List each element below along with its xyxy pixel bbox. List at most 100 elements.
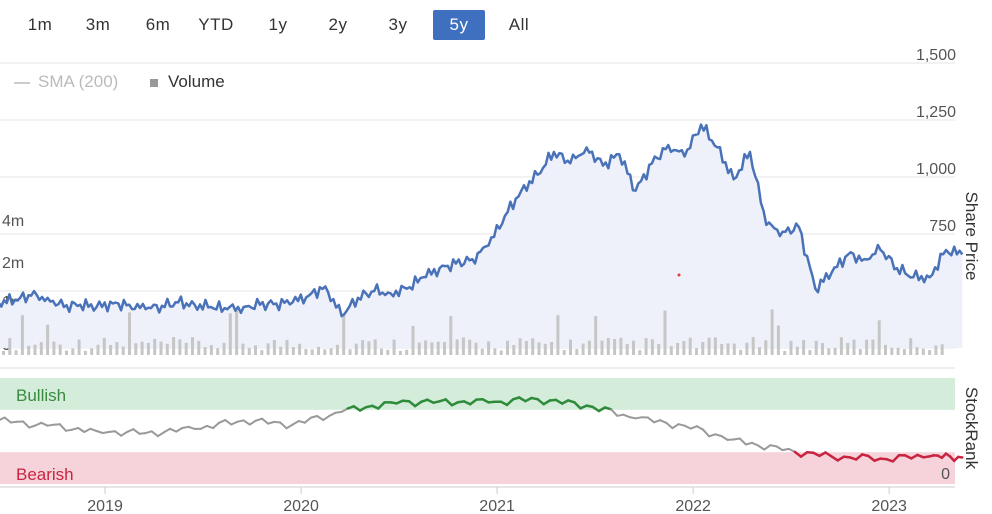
stockrank-line-segment <box>34 421 43 427</box>
stockrank-line-segment <box>52 423 61 426</box>
stockrank-line-segment <box>236 419 245 423</box>
volume-bar <box>921 348 925 355</box>
stockrank-line-segment <box>303 416 312 424</box>
stockrank-line-segment <box>224 419 233 426</box>
stockrank-line-segment <box>610 408 619 417</box>
volume-tick-label: 4m <box>2 213 24 230</box>
volume-bar <box>619 337 623 355</box>
volume-bar <box>373 339 377 355</box>
stockrank-line-segment <box>683 424 692 430</box>
stockrank-line-segment <box>732 437 741 441</box>
event-marker[interactable] <box>677 273 681 277</box>
volume-bar <box>701 342 705 355</box>
volume-bar <box>461 337 465 355</box>
volume-bar <box>896 347 900 355</box>
stockrank-line-segment <box>242 419 251 426</box>
stockrank-line-segment <box>22 420 31 429</box>
price-line[interactable] <box>0 123 964 318</box>
volume-bar <box>669 346 673 355</box>
range-button-2y[interactable]: 2y <box>328 15 348 34</box>
volume-bar <box>33 344 37 355</box>
legend-sma-label: SMA (200) <box>38 72 119 91</box>
stockrank-tick-label: 0 <box>941 466 950 483</box>
stockrank-line-segment <box>603 406 613 411</box>
range-button-3m[interactable]: 3m <box>85 15 111 34</box>
volume-bar <box>613 339 617 355</box>
stockrank-line-segment <box>573 401 582 410</box>
volume-bar <box>266 343 270 355</box>
range-button-1m[interactable]: 1m <box>27 15 53 34</box>
stockrank-line-segment <box>505 398 515 407</box>
volume-bar <box>695 348 698 355</box>
price-tick-label: 750 <box>929 218 956 235</box>
volume-bar <box>146 342 150 355</box>
range-button-6m[interactable]: 6m <box>145 15 171 34</box>
volume-bar <box>109 344 113 355</box>
bullish-zone-label: Bullish <box>16 386 66 405</box>
volume-bar <box>222 342 226 355</box>
volume-bar <box>751 337 755 355</box>
stockrank-line-segment <box>89 427 98 432</box>
stockrank-line-segment <box>444 398 454 407</box>
volume-bar <box>46 324 50 355</box>
volume-bar <box>2 351 5 355</box>
range-button-3y[interactable]: 3y <box>388 15 408 34</box>
volume-bar <box>644 338 648 355</box>
x-tick-label: 2021 <box>479 498 515 514</box>
stockrank-line-segment <box>212 421 221 430</box>
stockrank-line-segment <box>254 417 263 422</box>
volume-bar <box>676 343 680 355</box>
stockrank-line-segment <box>659 419 668 424</box>
volume-bar <box>398 350 402 355</box>
volume-bar <box>688 337 692 355</box>
volume-bar <box>153 338 157 355</box>
stockrank-line-segment <box>163 427 172 434</box>
volume-bar <box>537 342 541 355</box>
volume-bar <box>367 341 371 355</box>
volume-bar <box>524 340 528 355</box>
stockrank-line-segment <box>40 421 49 427</box>
volume-bar <box>228 313 232 355</box>
legend-volume[interactable]: Volume <box>150 72 225 92</box>
volume-bar <box>506 340 509 355</box>
volume-bar <box>638 350 642 355</box>
volume-bar <box>587 340 591 355</box>
volume-bar <box>184 342 188 355</box>
range-button-1y[interactable]: 1y <box>268 15 288 34</box>
volume-bar <box>884 344 887 355</box>
volume-bar <box>329 348 333 355</box>
volume-bar <box>134 343 138 355</box>
stockrank-line-segment <box>169 427 178 433</box>
range-button-5y[interactable]: 5y <box>433 10 485 40</box>
volume-bar <box>663 310 667 355</box>
stockrank-line-segment <box>665 421 674 430</box>
stockrank-line-segment <box>738 437 747 446</box>
volume-bar <box>90 348 94 355</box>
stockrank-line-segment <box>334 410 343 414</box>
volume-bar <box>468 339 472 355</box>
bullish-zone <box>0 378 955 410</box>
volume-bar <box>808 350 812 355</box>
stockrank-line-segment <box>702 428 711 438</box>
price-tick-label: 1,250 <box>916 104 956 121</box>
volume-bar <box>209 345 213 355</box>
legend-sma[interactable]: SMA (200) <box>14 72 118 92</box>
volume-bar <box>934 345 938 355</box>
sma-line-swatch-icon <box>14 81 30 84</box>
stockrank-line-segment <box>273 420 282 424</box>
volume-bar <box>96 344 100 355</box>
stockrank-line-segment <box>279 421 288 430</box>
range-button-ytd[interactable]: YTD <box>198 15 234 34</box>
volume-bar <box>877 320 881 355</box>
range-button-all[interactable]: All <box>508 15 530 34</box>
volume-bar <box>159 341 163 355</box>
stockrank-line-segment <box>218 419 227 424</box>
stockrank-line-segment <box>775 445 784 452</box>
volume-bar <box>732 343 736 355</box>
volume-bar <box>115 342 119 355</box>
range-selector: 1m 3m 6m YTD 1y 2y 3y 5y All <box>0 10 560 40</box>
stockrank-line-segment <box>708 433 717 438</box>
volume-bar <box>909 338 913 355</box>
volume-bar <box>272 340 276 355</box>
stockrank-line-segment <box>744 441 753 446</box>
